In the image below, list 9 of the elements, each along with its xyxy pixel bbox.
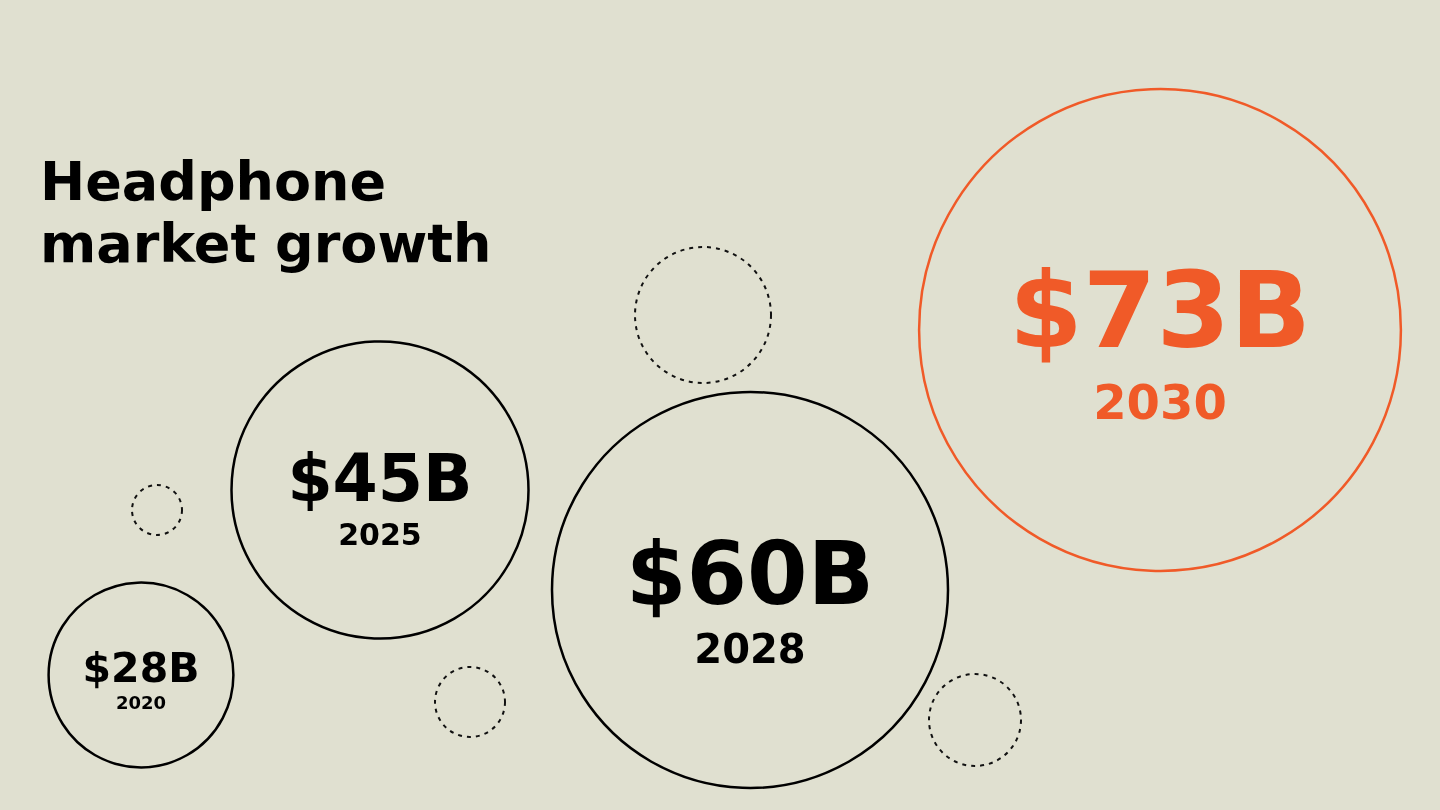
data-label: $73B xyxy=(1008,249,1312,373)
data-label: $60B xyxy=(626,523,874,626)
category-label: 2028 xyxy=(694,626,806,673)
text: Headphone market growth xyxy=(40,149,492,275)
category-label: 2025 xyxy=(338,517,422,553)
data-label: $28B xyxy=(82,643,200,692)
category-label: 2020 xyxy=(115,692,167,714)
data-label: $45B xyxy=(287,440,473,516)
category-label: 2030 xyxy=(1093,374,1227,431)
